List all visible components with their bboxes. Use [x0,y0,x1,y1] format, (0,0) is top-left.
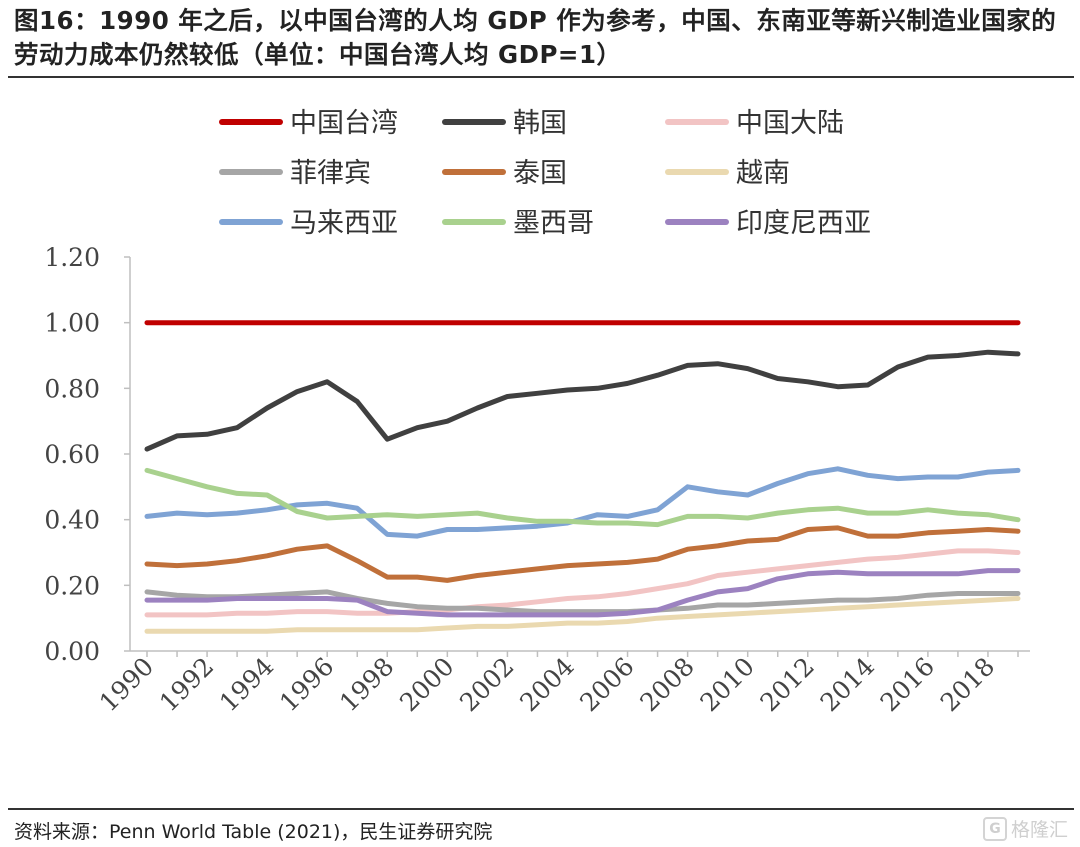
x-tick-label: 1996 [274,652,339,717]
y-tick-label: 0.60 [44,440,100,469]
y-tick-label: 1.20 [44,243,100,272]
series-line-9 [144,568,1021,618]
x-tick-label: 2004 [514,652,579,717]
legend-label: 菲律宾 [290,158,371,189]
legend-label: 印度尼西亚 [736,208,871,239]
x-tick-label: 1992 [154,652,219,717]
series-line-8 [144,467,1021,528]
chart-axes: 0.00 0.20 0.40 0.60 0.80 1.00 1.20 199019921994… [44,243,1030,717]
title-divider [8,76,1074,78]
footer-divider [8,808,1074,810]
legend-label: 中国台湾 [290,108,398,139]
legend-label: 墨西哥 [513,208,594,239]
x-tick-label: 2012 [755,652,820,717]
chart-title: 图16：1990 年之后，以中国台湾的人均 GDP 作为参考，中国、东南亚等新兴… [14,6,1057,69]
x-tick-label: 2014 [815,652,880,717]
y-tick-label: 0.20 [44,571,100,600]
chart-series-lines [144,320,1021,634]
series-line-4 [144,589,1021,615]
series-line-2 [144,349,1021,452]
source-note: 资料来源：Penn World Table (2021)，民生证券研究院 [14,821,493,843]
y-tick-label: 0.80 [44,374,100,403]
x-tick-label: 1998 [334,652,399,717]
y-tick-label: 1.00 [44,309,100,338]
x-tick-label: 2008 [634,652,699,717]
x-tick-label: 2002 [454,652,519,717]
legend-label: 泰国 [513,158,567,189]
series-line-5 [144,525,1021,583]
x-tick-label: 2010 [694,652,759,717]
watermark-logo-icon: G [982,816,1007,841]
watermark: G 格隆汇 [982,815,1068,842]
x-tick-label: 1994 [214,652,279,717]
series-line-3 [144,548,1021,618]
y-tick-label: 0.40 [44,506,100,535]
x-tick-label: 1990 [94,652,159,717]
legend-label: 越南 [736,158,790,189]
x-tick-label: 2016 [875,652,940,717]
series-line-7 [144,466,1021,539]
x-tick-label: 2018 [935,652,1000,717]
series-line-6 [144,596,1021,634]
legend-label: 中国大陆 [736,108,844,139]
x-tick-label: 2000 [394,652,459,717]
x-tick-label: 2006 [574,652,639,717]
legend-label: 马来西亚 [290,208,398,239]
watermark-text: 格隆汇 [1010,819,1068,841]
y-tick-label: 0.00 [44,637,100,666]
legend-label: 韩国 [513,108,567,139]
